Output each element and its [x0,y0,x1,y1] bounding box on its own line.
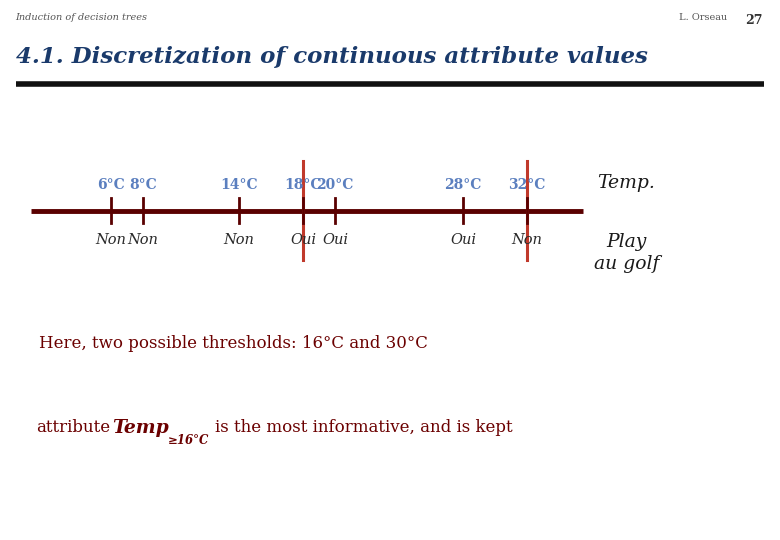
Text: Non: Non [96,233,126,247]
Text: 14°C: 14°C [221,178,258,192]
Text: Play
au golf: Play au golf [594,233,659,273]
Text: attribute: attribute [36,419,110,436]
Text: 18°C: 18°C [285,178,322,192]
Text: 4.1. Discretization of continuous attribute values: 4.1. Discretization of continuous attrib… [16,46,647,68]
Text: Temp.: Temp. [597,174,655,192]
Text: 28°C: 28°C [445,178,482,192]
Text: Oui: Oui [450,233,477,247]
Text: ≥16°C: ≥16°C [168,434,209,447]
Text: 8°C: 8°C [129,178,157,192]
Text: 20°C: 20°C [317,178,354,192]
Text: Oui: Oui [322,233,348,247]
Text: Oui: Oui [290,233,316,247]
Text: L. Orseau: L. Orseau [679,14,727,23]
Text: Induction of decision trees: Induction of decision trees [16,14,147,23]
Text: 27: 27 [745,14,762,26]
Text: 32°C: 32°C [509,178,546,192]
Text: Non: Non [128,233,158,247]
Text: Non: Non [224,233,254,247]
Text: 6°C: 6°C [98,178,125,192]
Text: Non: Non [512,233,543,247]
Text: is the most informative, and is kept: is the most informative, and is kept [215,419,512,436]
Text: Temp: Temp [112,418,169,437]
Text: Here, two possible thresholds: 16°C and 30°C: Here, two possible thresholds: 16°C and … [39,335,428,352]
